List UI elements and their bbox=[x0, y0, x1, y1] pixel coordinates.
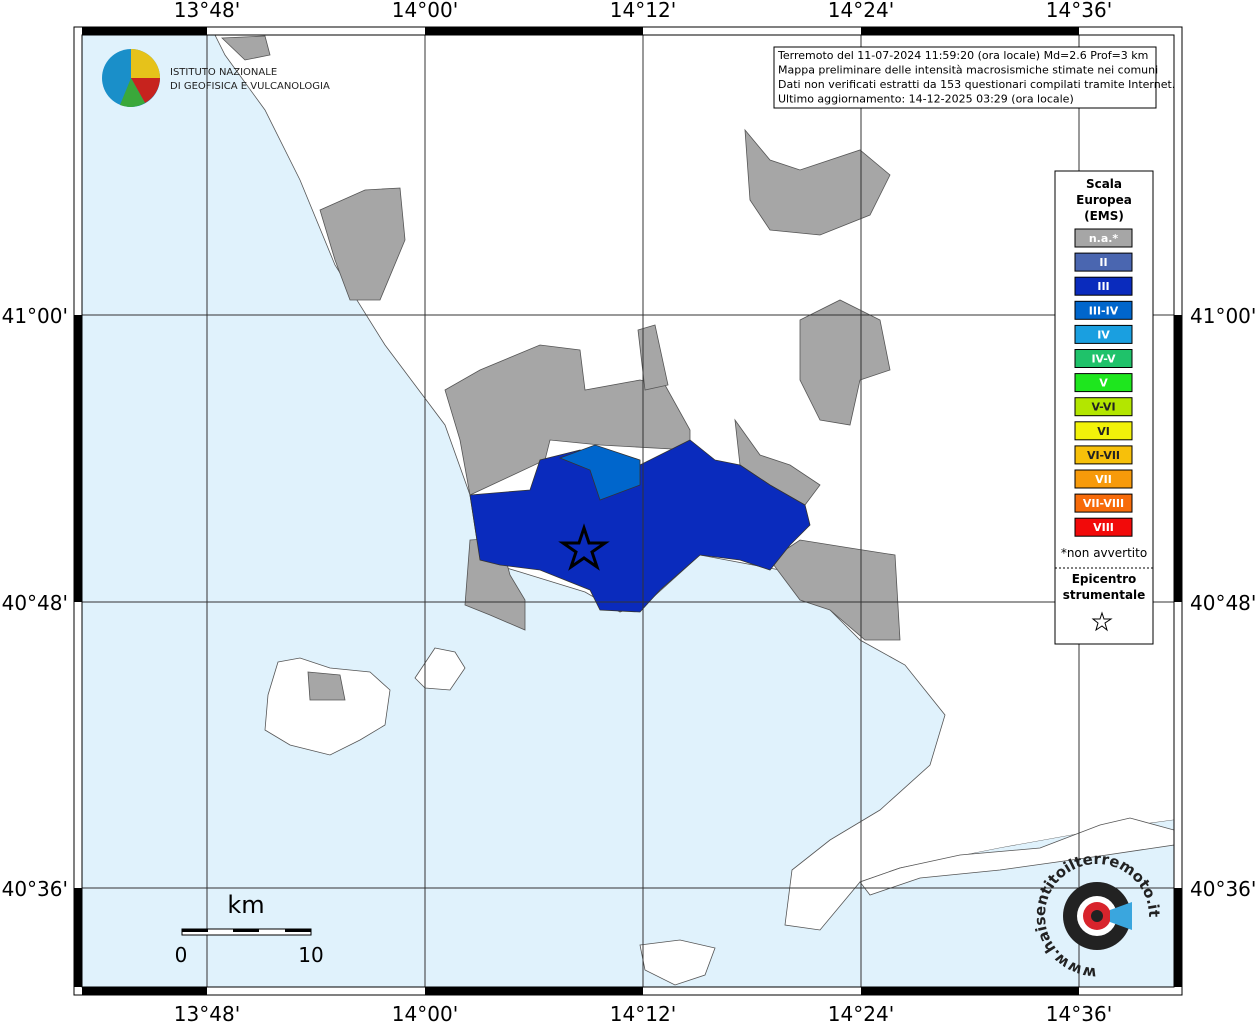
frame-tick bbox=[82, 27, 207, 35]
frame-tick bbox=[74, 888, 82, 987]
info-line: Ultimo aggiornamento: 14-12-2025 03:29 (… bbox=[778, 93, 1074, 106]
logo-sector bbox=[131, 49, 160, 78]
watermark-core bbox=[1091, 910, 1103, 922]
legend-title: Europea bbox=[1076, 193, 1132, 207]
island bbox=[639, 939, 716, 986]
logo-text: DI GEOFISICA E VULCANOLOGIA bbox=[170, 81, 330, 92]
grid bbox=[82, 35, 1174, 987]
frame-tick bbox=[74, 315, 82, 602]
comune bbox=[444, 344, 691, 496]
logo-text: ISTITUTO NAZIONALE bbox=[170, 67, 277, 78]
legend-label: VIII bbox=[1093, 521, 1114, 534]
scale-unit: km bbox=[227, 891, 264, 919]
lon-label: 14°00' bbox=[392, 0, 458, 22]
scale-bar-segment bbox=[233, 929, 259, 932]
legend-swatch bbox=[1074, 373, 1133, 393]
legend-swatch bbox=[1074, 349, 1133, 368]
legend-swatch bbox=[1074, 517, 1133, 537]
island bbox=[414, 647, 466, 691]
comune bbox=[558, 444, 641, 501]
lat-label: 40°48' bbox=[1190, 591, 1256, 615]
comune bbox=[307, 671, 346, 701]
comuni-na bbox=[221, 35, 901, 701]
legend-label: VI bbox=[1097, 425, 1110, 438]
epicenter-star bbox=[558, 523, 610, 571]
legend-swatch bbox=[1074, 324, 1133, 344]
frame-ticks bbox=[74, 27, 1182, 995]
scale-label: 10 bbox=[298, 943, 323, 967]
legend-star bbox=[1091, 611, 1113, 632]
legend-label: VI-VII bbox=[1087, 449, 1120, 462]
lon-label: 14°12' bbox=[610, 0, 676, 22]
comune bbox=[744, 128, 891, 236]
legend-title: Scala bbox=[1086, 177, 1122, 191]
lon-label: 14°12' bbox=[610, 1002, 676, 1024]
logo-sector bbox=[120, 78, 145, 107]
frame-tick bbox=[82, 987, 207, 995]
legend-label: IV bbox=[1097, 328, 1110, 341]
lat-label: 40°36' bbox=[1190, 877, 1256, 901]
lon-label: 14°36' bbox=[1046, 1002, 1112, 1024]
legend-swatch bbox=[1074, 300, 1133, 320]
frame-tick bbox=[861, 987, 1079, 995]
lat-label: 40°48' bbox=[2, 591, 68, 615]
legend-epicenter: Epicentro bbox=[1072, 572, 1137, 586]
info-line: Mappa preliminare delle intensità macros… bbox=[778, 64, 1158, 77]
ingv-logo: ISTITUTO NAZIONALE DI GEOFISICA E VULCAN… bbox=[102, 49, 330, 107]
scale-bar-segment bbox=[285, 929, 311, 932]
island bbox=[264, 657, 391, 756]
legend-swatch bbox=[1074, 228, 1133, 248]
frame-tick bbox=[861, 27, 1079, 35]
info-lines: Terremoto del 11-07-2024 11:59:20 (ora l… bbox=[777, 49, 1175, 106]
watermark-speaker bbox=[1110, 902, 1132, 930]
frame-tick bbox=[1174, 888, 1182, 987]
frame-tick bbox=[425, 27, 643, 35]
legend-swatch bbox=[1074, 493, 1133, 513]
legend-label: III bbox=[1097, 280, 1109, 293]
legend: ScalaEuropea(EMS)n.a.*IIIIIIII-IVIVIV-VV… bbox=[1074, 177, 1133, 537]
lon-label: 13°48' bbox=[174, 0, 240, 22]
frame-tick bbox=[425, 987, 643, 995]
legend-title: (EMS) bbox=[1084, 209, 1124, 223]
scale-label: 0 bbox=[175, 943, 188, 967]
scale-bar: km 0 10 bbox=[175, 891, 324, 967]
legend-label: III-IV bbox=[1089, 304, 1119, 317]
legend-label: V-VI bbox=[1091, 401, 1115, 414]
scale-bar-segment bbox=[182, 929, 208, 932]
legend-label: VII-VIII bbox=[1083, 497, 1124, 510]
legend-swatch bbox=[1074, 469, 1133, 489]
legend-swatch bbox=[1074, 276, 1133, 296]
legend-note: *non avvertito bbox=[1061, 546, 1147, 560]
lat-label: 41°00' bbox=[2, 304, 68, 328]
lon-label: 14°36' bbox=[1046, 0, 1112, 22]
frame-tick bbox=[1174, 315, 1182, 602]
info-line: Terremoto del 11-07-2024 11:59:20 (ora l… bbox=[777, 49, 1148, 62]
legend-label: VII bbox=[1095, 473, 1112, 486]
lat-label: 41°00' bbox=[1190, 304, 1256, 328]
lon-label: 14°24' bbox=[828, 0, 894, 22]
legend-label: V bbox=[1099, 377, 1108, 390]
logo-sector bbox=[131, 78, 160, 103]
lon-label: 14°00' bbox=[392, 1002, 458, 1024]
info-box bbox=[773, 46, 1157, 109]
comune bbox=[769, 539, 901, 641]
legend-label: II bbox=[1099, 256, 1107, 269]
legend-swatch bbox=[1074, 421, 1133, 441]
legend-swatch bbox=[1074, 397, 1133, 417]
lon-label: 14°24' bbox=[828, 1002, 894, 1024]
comune bbox=[221, 35, 271, 61]
comune bbox=[319, 187, 406, 301]
legend-epicenter: strumentale bbox=[1063, 588, 1146, 602]
lon-label: 13°48' bbox=[174, 1002, 240, 1024]
legend-swatch bbox=[1074, 445, 1133, 465]
legend-label: IV-V bbox=[1091, 353, 1116, 366]
info-line: Dati non verificati estratti da 153 ques… bbox=[778, 78, 1175, 91]
legend-swatch bbox=[1074, 252, 1133, 272]
lat-label: 40°36' bbox=[2, 877, 68, 901]
legend-label: n.a.* bbox=[1089, 232, 1119, 245]
comune bbox=[799, 299, 891, 426]
